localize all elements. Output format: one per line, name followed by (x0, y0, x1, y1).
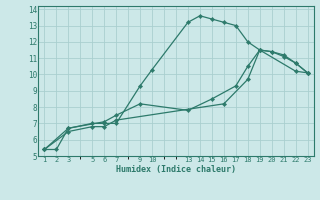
X-axis label: Humidex (Indice chaleur): Humidex (Indice chaleur) (116, 165, 236, 174)
